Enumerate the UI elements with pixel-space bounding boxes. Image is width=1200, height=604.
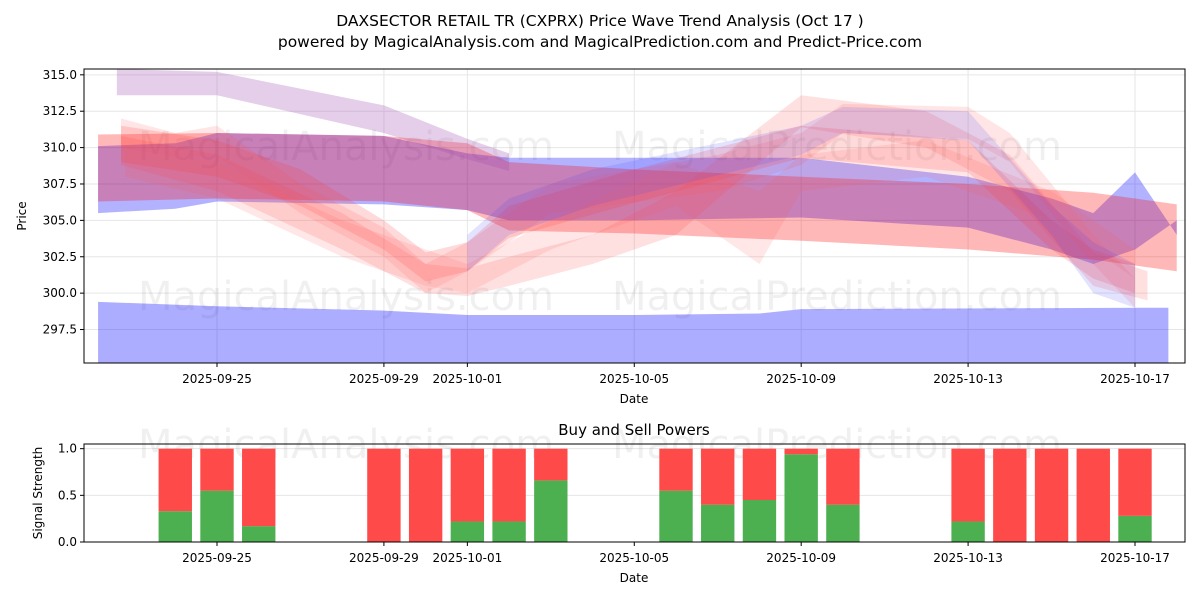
x-tick-label: 2025-09-25 <box>182 372 252 386</box>
sell-bar <box>701 448 735 505</box>
y-tick-label: 0.0 <box>58 535 77 549</box>
buy-bar <box>826 504 860 542</box>
buy-bar <box>784 454 818 542</box>
bar-x-axis-label: Date <box>620 571 649 585</box>
sell-bar <box>784 448 818 455</box>
sell-bar <box>951 448 985 522</box>
x-tick-label: 2025-10-17 <box>1100 551 1170 565</box>
buy-bar <box>242 526 276 542</box>
sell-bar <box>450 448 485 522</box>
sell-bar <box>826 448 860 505</box>
y-tick-label: 1.0 <box>58 442 77 456</box>
y-tick-label: 300.0 <box>43 286 77 300</box>
sell-bar <box>1076 448 1110 542</box>
sell-bar <box>242 448 276 527</box>
sell-bar <box>659 448 693 491</box>
buy-bar <box>951 521 985 542</box>
y-tick-label: 297.5 <box>43 323 77 337</box>
bar-chart-title: Buy and Sell Powers <box>558 421 710 439</box>
band-pink-wave-1 <box>121 125 1135 294</box>
y-tick-label: 312.5 <box>43 104 77 118</box>
band-purple-top <box>116 69 510 171</box>
x-tick-label: 2025-10-09 <box>766 372 836 386</box>
sell-bar <box>367 448 401 542</box>
x-axis-label: Date <box>620 392 649 406</box>
sell-bar <box>492 448 526 522</box>
band-pink-wave-3 <box>121 103 1135 308</box>
price-chart: 297.5 300.0 302.5 305.0 307.5 310.0 312.5 315.0… <box>43 68 1186 386</box>
sell-bar <box>742 448 777 500</box>
bar-y-axis-label: Signal Strength <box>31 447 45 540</box>
x-tick-label: 2025-10-17 <box>1100 372 1170 386</box>
x-tick-label: 2025-09-25 <box>182 551 252 565</box>
sell-bar <box>1034 448 1069 542</box>
buy-bar <box>492 521 526 542</box>
x-tick-label: 2025-10-01 <box>432 372 502 386</box>
buy-bar <box>659 490 693 542</box>
bands <box>98 69 1177 363</box>
buy-bar <box>742 500 777 542</box>
band-blue-low <box>98 301 1169 363</box>
band-pink-wave-2 <box>121 95 1148 301</box>
band-blue-wave <box>467 106 1135 308</box>
buy-bar <box>158 511 192 542</box>
buy-bar <box>1118 515 1152 542</box>
sell-bar <box>200 448 234 491</box>
band-blue-main <box>98 133 1177 265</box>
buy-sell-chart: 0.0 0.5 1.0 2025-09-25 2025-09-29 2025-10-01 2… <box>58 422 1186 565</box>
y-tick-label: 305.0 <box>43 213 77 227</box>
watermark: MagicalPrediction.com <box>612 274 1062 320</box>
plot-frame <box>83 443 1186 543</box>
y-tick-label: 315.0 <box>43 68 77 82</box>
x-tick-label: 2025-10-05 <box>599 372 669 386</box>
sell-bar <box>534 448 568 481</box>
watermark: MagicalAnalysis.com <box>138 274 554 320</box>
y-tick-label: 310.0 <box>43 141 77 155</box>
y-tick-label: 307.5 <box>43 177 77 191</box>
x-tick-label: 2025-10-05 <box>599 551 669 565</box>
x-tick-label: 2025-10-01 <box>432 551 502 565</box>
chart-subtitle: powered by MagicalAnalysis.com and Magic… <box>278 33 922 51</box>
sell-bar <box>993 448 1027 542</box>
x-tick-label: 2025-09-29 <box>349 551 419 565</box>
y-axis-label: Price <box>15 201 29 230</box>
sell-bar <box>1118 448 1152 516</box>
watermark: MagicalPrediction.com <box>612 124 1062 170</box>
band-red-main <box>98 133 1177 272</box>
x-tick-label: 2025-09-29 <box>349 372 419 386</box>
x-tick-label: 2025-10-09 <box>766 551 836 565</box>
x-tick-label: 2025-10-13 <box>933 372 1003 386</box>
buy-bar <box>534 480 568 542</box>
buy-bar <box>200 490 234 542</box>
plot-frame <box>83 68 1186 364</box>
sell-bar <box>158 448 192 512</box>
band-pink-wave-4 <box>125 140 1135 294</box>
buy-bar <box>450 521 485 542</box>
y-tick-label: 302.5 <box>43 250 77 264</box>
y-tick-label: 0.5 <box>58 488 77 502</box>
chart-title: DAXSECTOR RETAIL TR (CXPRX) Price Wave T… <box>336 12 863 30</box>
buy-bar <box>701 504 735 542</box>
x-tick-label: 2025-10-13 <box>933 551 1003 565</box>
watermark: MagicalAnalysis.com <box>138 124 554 170</box>
sell-bar <box>408 448 443 542</box>
